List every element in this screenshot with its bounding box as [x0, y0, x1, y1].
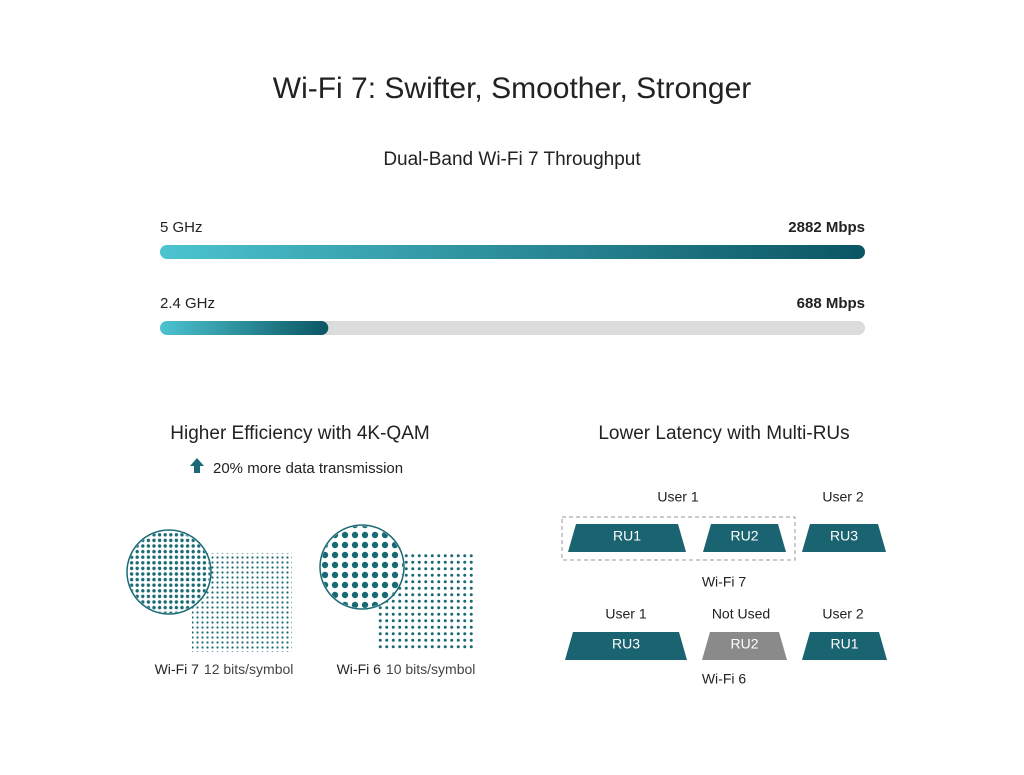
- band-label: 5 GHz: [160, 219, 203, 236]
- caption-detail: 10 bits/symbol: [386, 661, 475, 677]
- row-label: Wi-Fi 7: [702, 574, 747, 590]
- caption: Wi-Fi 6 10 bits/symbol: [337, 661, 476, 677]
- resource-unit: [565, 632, 687, 660]
- bar: [160, 321, 329, 335]
- resource-unit: [802, 632, 887, 660]
- unit-label: RU2: [730, 636, 758, 652]
- value-label: 2882 Mbps: [788, 219, 865, 236]
- up-arrow-icon: [190, 458, 204, 473]
- bar: [160, 245, 865, 259]
- user-label: User 1: [605, 606, 646, 622]
- caption-name: Wi-Fi 6: [337, 661, 382, 677]
- zoom-circle: [321, 526, 403, 608]
- user-label: Not Used: [712, 606, 770, 622]
- band-label: 2.4 GHz: [160, 295, 215, 312]
- bar-track: [160, 321, 865, 335]
- page-title: Wi-Fi 7: Swifter, Smoother, Stronger: [273, 72, 752, 105]
- user-label: User 2: [822, 606, 863, 622]
- unit-label: RU1: [613, 528, 641, 544]
- caption-detail: 12 bits/symbol: [204, 661, 293, 677]
- resource-unit: [802, 524, 886, 552]
- unit-label: RU3: [830, 528, 858, 544]
- section-title: Lower Latency with Multi-RUs: [598, 423, 849, 444]
- note: 20% more data transmission: [213, 460, 403, 477]
- section-title: Higher Efficiency with 4K-QAM: [170, 423, 429, 444]
- unit-label: RU1: [830, 636, 858, 652]
- resource-unit: [702, 632, 787, 660]
- resource-unit: [568, 524, 686, 552]
- row-label: Wi-Fi 6: [702, 671, 747, 687]
- value-label: 688 Mbps: [797, 295, 865, 312]
- caption-name: Wi-Fi 7: [155, 661, 200, 677]
- resource-unit: [703, 524, 786, 552]
- unit-label: RU3: [612, 636, 640, 652]
- user-label: User 2: [822, 489, 863, 505]
- user-group-box: [561, 516, 796, 561]
- section-title: Dual-Band Wi-Fi 7 Throughput: [383, 149, 641, 170]
- user-label: User 1: [657, 489, 698, 505]
- zoom-circle: [128, 531, 210, 613]
- caption: Wi-Fi 7 12 bits/symbol: [155, 661, 294, 677]
- unit-label: RU2: [730, 528, 758, 544]
